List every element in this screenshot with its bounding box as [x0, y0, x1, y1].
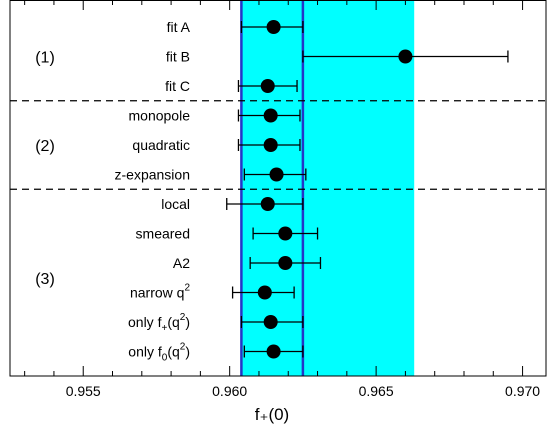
- row-label: A2: [173, 255, 190, 271]
- x-tick-label: 0.955: [66, 383, 101, 399]
- row-label: z-expansion: [115, 167, 191, 183]
- group-label: (3): [35, 271, 55, 288]
- row-label: smeared: [136, 226, 190, 242]
- x-ticks: 0.955 0.960 0.965 0.970: [24, 0, 540, 399]
- data-point: [263, 108, 278, 123]
- x-axis-label: f₊(0): [255, 405, 289, 424]
- group-label: (2): [35, 138, 55, 155]
- data-point: [278, 256, 293, 270]
- x-tick-label: 0.970: [505, 383, 540, 399]
- group-label: (1): [35, 50, 55, 67]
- plot-frame: [9, 0, 547, 377]
- data-point: [278, 226, 293, 241]
- data-point: [263, 315, 278, 329]
- x-tick-label: 0.960: [212, 383, 247, 399]
- row-label: local: [161, 196, 190, 212]
- row-labels: fit A fit B fit C monopole quadratic z-expans…: [115, 19, 191, 364]
- group-separators: [10, 100, 546, 190]
- data-point: [260, 79, 275, 93]
- data-point: [260, 197, 275, 211]
- row-label: fit B: [166, 49, 190, 65]
- band-layer: [240, 0, 415, 376]
- data-point: [266, 20, 281, 34]
- row-label: monopole: [129, 108, 191, 124]
- outer-band: [241, 0, 415, 376]
- data-point: [269, 167, 284, 182]
- data-point: [398, 49, 413, 64]
- row-label: narrow q2​: [130, 283, 190, 301]
- data-point: [257, 285, 272, 300]
- row-label: fit C: [165, 78, 190, 94]
- row-label: only f+​(q2​): [128, 312, 190, 334]
- row-label: quadratic: [132, 137, 190, 153]
- row-label: only f0​(q2​): [128, 342, 190, 364]
- data-point: [263, 138, 278, 152]
- x-tick-label: 0.965: [359, 383, 394, 399]
- data-point: [266, 344, 281, 359]
- group-labels: (1) (2) (3): [35, 50, 55, 288]
- row-label: fit A: [167, 19, 191, 35]
- data-points: [226, 20, 509, 359]
